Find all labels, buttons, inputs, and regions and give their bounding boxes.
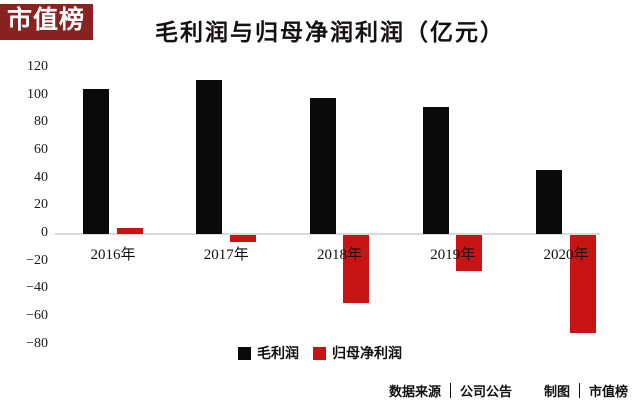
credit-value: 市值榜 [588, 384, 628, 399]
data-source-label: 数据来源 [388, 384, 441, 399]
y-axis-tick-label: 40 [34, 169, 48, 185]
divider [449, 383, 451, 398]
y-axis-tick-label: 120 [27, 58, 48, 74]
footer-credits: 数据来源 公司公告 制图 市值榜 [389, 381, 628, 400]
data-source-value: 公司公告 [459, 384, 512, 399]
legend-swatch [313, 346, 326, 360]
bar-毛利润-2018年 [309, 98, 336, 234]
bar-归母净利润-2018年 [343, 235, 369, 303]
legend-swatch [238, 346, 251, 360]
credit-label: 制图 [543, 384, 570, 399]
chart-title: 毛利润与归母净润利润（亿元） [155, 20, 505, 45]
y-axis-tick-label: −80 [26, 335, 48, 351]
legend-label: 毛利润 [257, 347, 299, 362]
y-axis-tick-label: 100 [27, 86, 48, 102]
y-axis-tick-label: −60 [26, 308, 48, 324]
bar-毛利润-2017年 [196, 80, 223, 234]
y-axis-tick-label: 0 [41, 225, 48, 240]
x-axis-label-2018年: 2018年 [316, 247, 362, 263]
bar-归母净利润-2020年 [569, 235, 596, 334]
zero-axis-line [55, 233, 600, 235]
bar-毛利润-2016年 [83, 88, 109, 234]
bar-归母净利润-2016年 [116, 228, 143, 234]
bar-毛利润-2020年 [536, 170, 562, 234]
legend-item-毛利润: 毛利润 [238, 343, 299, 363]
y-axis-tick-label: 20 [34, 197, 48, 213]
x-axis-label-2016年: 2016年 [90, 247, 136, 263]
y-axis-tick-label: 80 [34, 114, 48, 130]
site-logo: 市值榜 [0, 4, 94, 40]
y-axis-tick-label: −20 [26, 252, 48, 268]
x-axis-label-2017年: 2017年 [203, 247, 249, 263]
x-axis-label-2020年: 2020年 [543, 247, 589, 263]
y-axis-tick-label: −40 [26, 280, 48, 296]
x-axis-label-2019年: 2019年 [430, 247, 476, 263]
bar-毛利润-2019年 [422, 106, 449, 234]
legend-item-归母净利润: 归母净利润 [313, 343, 402, 363]
bar-归母净利润-2017年 [229, 235, 256, 242]
y-axis-tick-label: 60 [34, 141, 48, 157]
bar-归母净利润-2019年 [456, 235, 483, 271]
divider [578, 383, 580, 398]
legend-label: 归母净利润 [332, 347, 402, 362]
chart-legend: 毛利润 归母净利润 [0, 343, 640, 363]
